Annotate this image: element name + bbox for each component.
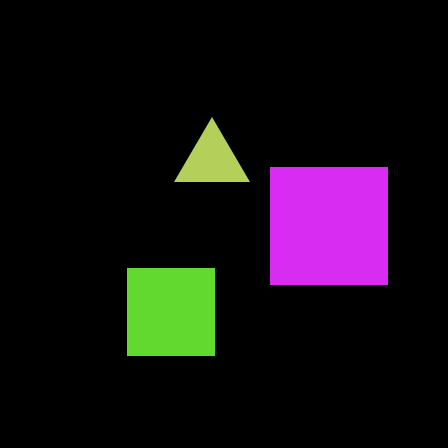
yellow-green-triangle <box>174 117 250 182</box>
green-square <box>127 268 215 356</box>
magenta-square <box>270 167 388 285</box>
